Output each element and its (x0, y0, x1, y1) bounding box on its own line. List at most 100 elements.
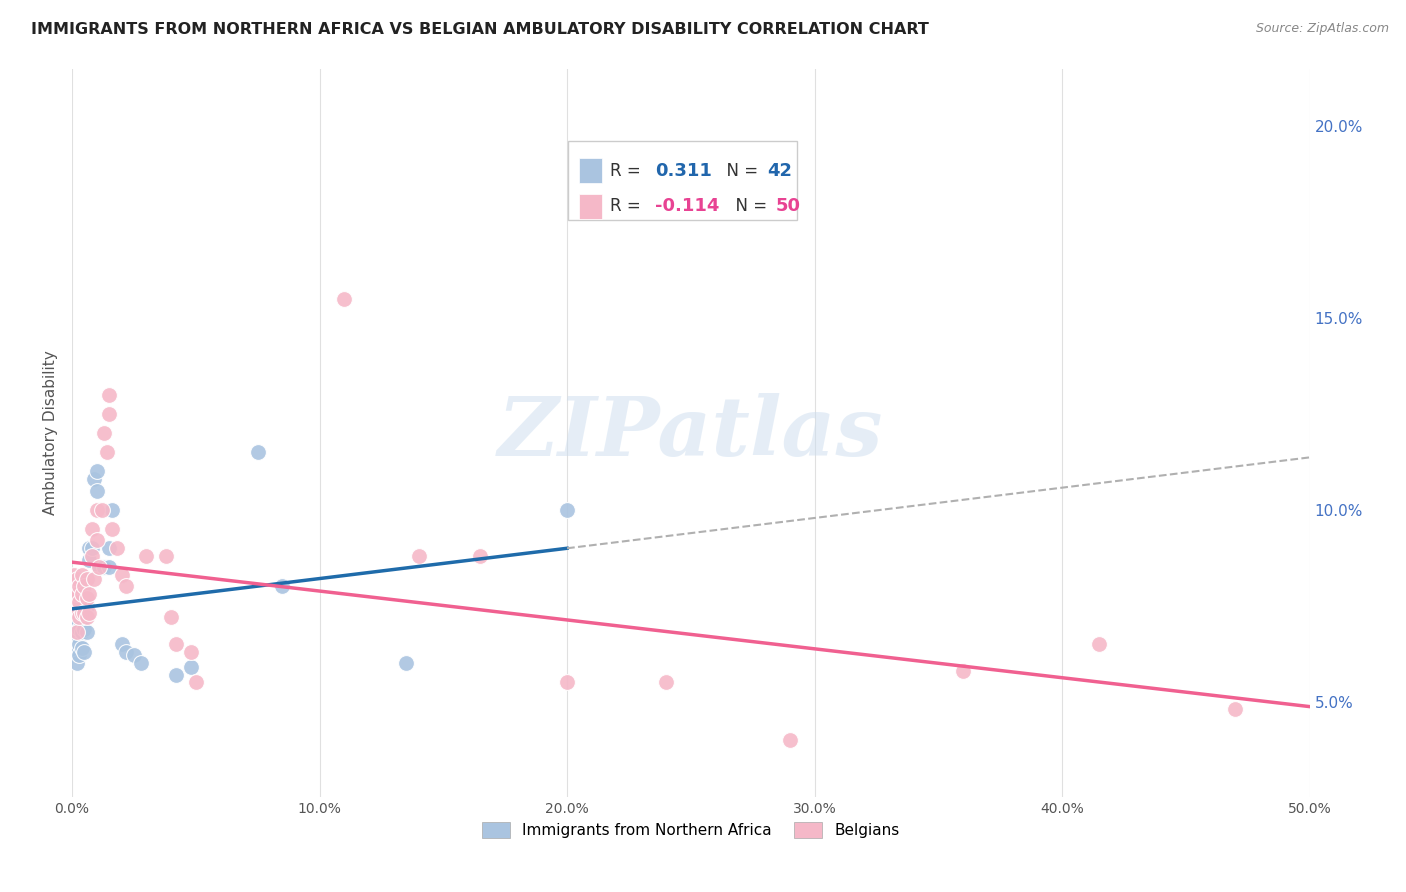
Point (79, 541, 101, 555)
Point (86, 483, 108, 498)
Point (67, 637, 90, 651)
Point (98, 541, 121, 555)
Point (93, 425, 115, 440)
Point (165, 637, 187, 651)
Point (271, 579, 294, 593)
Point (67, 610, 90, 624)
Point (83, 572, 105, 586)
Point (555, 502, 578, 516)
Point (395, 656, 418, 670)
Point (76, 591, 98, 605)
Point (100, 502, 122, 516)
Point (63, 599, 86, 613)
Point (66, 645, 89, 659)
Point (73, 645, 96, 659)
Point (246, 445, 269, 459)
Point (66, 587, 89, 601)
Text: 0.311: 0.311 (655, 161, 711, 179)
Text: R =: R = (610, 197, 647, 215)
Point (70, 640, 93, 655)
Point (115, 645, 138, 659)
Point (86, 502, 108, 516)
Point (70, 568, 93, 582)
Point (67, 602, 90, 616)
Point (70, 587, 93, 601)
Point (67, 579, 90, 593)
Point (122, 648, 145, 663)
Text: 50: 50 (776, 197, 801, 215)
Point (470, 549, 492, 563)
Point (67, 648, 90, 663)
Point (180, 645, 202, 659)
Point (779, 732, 801, 747)
Point (952, 664, 974, 678)
Point (333, 292, 356, 306)
Text: R =: R = (610, 161, 647, 179)
Point (66, 617, 89, 632)
Point (98, 407, 121, 421)
Point (70, 607, 93, 621)
Point (73, 602, 96, 616)
Text: Source: ZipAtlas.com: Source: ZipAtlas.com (1256, 22, 1389, 36)
Point (80, 522, 103, 536)
Point (155, 549, 177, 563)
Text: -0.114: -0.114 (655, 197, 720, 215)
Point (555, 675, 578, 690)
Point (63, 587, 86, 601)
Point (67, 622, 90, 636)
Point (96, 445, 118, 459)
Point (115, 579, 138, 593)
Point (83, 472, 105, 486)
Point (63, 610, 86, 624)
Point (66, 656, 89, 670)
Point (70, 625, 93, 640)
Point (80, 549, 103, 563)
Point (66, 572, 89, 586)
Point (76, 610, 98, 624)
Point (180, 660, 202, 674)
Point (93, 560, 115, 574)
Point (76, 625, 98, 640)
Point (73, 607, 96, 621)
Point (79, 552, 101, 566)
Point (79, 587, 101, 601)
Point (98, 560, 121, 574)
Point (105, 541, 128, 555)
Point (90, 502, 112, 516)
Point (63, 625, 86, 640)
Point (66, 629, 89, 643)
Point (110, 637, 132, 651)
Point (131, 656, 153, 670)
Point (89, 560, 111, 574)
Point (70, 607, 93, 621)
Text: ZIPatlas: ZIPatlas (498, 393, 883, 473)
Point (66, 607, 89, 621)
Point (408, 549, 430, 563)
Point (160, 610, 183, 624)
Text: N =: N = (725, 197, 773, 215)
Point (100, 522, 122, 536)
Point (79, 607, 101, 621)
Point (63, 645, 86, 659)
Text: IMMIGRANTS FROM NORTHERN AFRICA VS BELGIAN AMBULATORY DISABILITY CORRELATION CHA: IMMIGRANTS FROM NORTHERN AFRICA VS BELGI… (31, 22, 929, 37)
Point (73, 579, 96, 593)
Point (1088, 637, 1111, 651)
Point (76, 572, 98, 586)
Point (1225, 702, 1247, 716)
Point (67, 595, 90, 609)
Point (135, 549, 157, 563)
Point (655, 675, 678, 690)
Text: N =: N = (716, 161, 763, 179)
Y-axis label: Ambulatory Disability: Ambulatory Disability (44, 351, 58, 516)
Text: 42: 42 (768, 161, 793, 179)
Point (110, 568, 132, 582)
Point (66, 599, 89, 613)
Point (73, 622, 96, 636)
Point (98, 387, 121, 401)
Point (80, 541, 103, 555)
Point (86, 464, 108, 478)
Point (86, 533, 108, 548)
Point (184, 675, 207, 690)
Point (89, 560, 111, 574)
Point (165, 667, 187, 681)
